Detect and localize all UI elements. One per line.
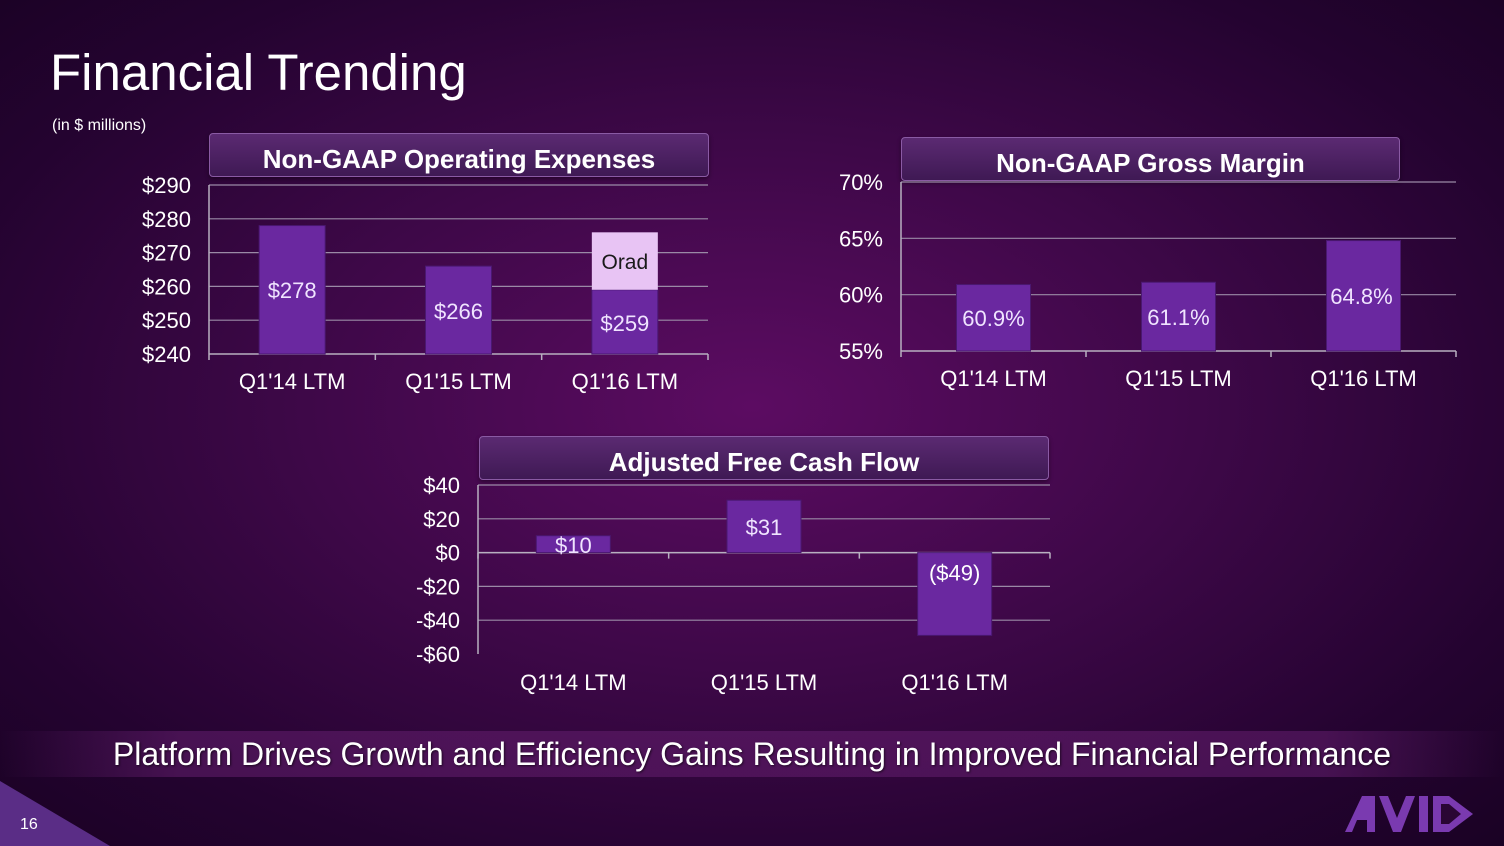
fcf-bar (535, 535, 611, 554)
fcf-ytick-label: $0 (436, 541, 460, 566)
fcf-category-label: Q1'14 LTM (520, 670, 627, 695)
opex-bar (591, 289, 659, 355)
margin-chart-title: Non-GAAP Gross Margin (901, 137, 1400, 181)
opex-ytick-label: $280 (142, 207, 191, 232)
units-note: (in $ millions) (52, 117, 147, 134)
opex-ytick-label: $290 (142, 173, 191, 198)
page-number: 16 (20, 816, 38, 833)
fcf-bar (726, 499, 802, 554)
page-title: Financial Trending (50, 44, 467, 101)
opex-ytick-label: $240 (142, 342, 191, 367)
fcf-category-label: Q1'16 LTM (901, 670, 1008, 695)
opex-category-label: Q1'14 LTM (239, 369, 346, 394)
opex-data-label: $278 (268, 278, 317, 303)
opex-bar (258, 225, 326, 355)
margin-ytick-label: 55% (839, 339, 883, 364)
fcf-ytick-label: -$60 (416, 642, 460, 667)
margin-data-label: 60.9% (962, 306, 1024, 331)
opex-category-label: Q1'15 LTM (405, 369, 512, 394)
fcf-ytick-label: $20 (423, 507, 460, 532)
fcf-data-label: $10 (555, 533, 592, 558)
opex-ytick-label: $260 (142, 274, 191, 299)
margin-category-label: Q1'16 LTM (1310, 366, 1417, 391)
margin-category-label: Q1'15 LTM (1125, 366, 1232, 391)
fcf-bar (917, 552, 993, 636)
opex-stacked-bar (591, 232, 658, 290)
margin-ytick-label: 65% (839, 226, 883, 251)
margin-data-label: 64.8% (1330, 284, 1392, 309)
opex-ytick-label: $250 (142, 308, 191, 333)
margin-category-label: Q1'14 LTM (940, 366, 1047, 391)
margin-data-label: 61.1% (1147, 305, 1209, 330)
opex-bar (425, 265, 492, 355)
fcf-ytick-label: -$40 (416, 608, 460, 633)
fcf-category-label: Q1'15 LTM (711, 670, 818, 695)
fcf-data-label: $31 (746, 515, 783, 540)
opex-category-label: Q1'16 LTM (572, 369, 679, 394)
margin-bar (1326, 240, 1401, 352)
fcf-chart-title: Adjusted Free Cash Flow (479, 436, 1049, 480)
margin-ytick-label: 70% (839, 170, 883, 195)
fcf-ytick-label: $40 (423, 473, 460, 498)
margin-ytick-label: 60% (839, 283, 883, 308)
summary-banner: Platform Drives Growth and Efficiency Ga… (0, 731, 1504, 777)
margin-bar (956, 284, 1031, 352)
avid-logo-icon (1345, 796, 1473, 832)
fcf-data-label: ($49) (929, 561, 980, 586)
opex-chart-title: Non-GAAP Operating Expenses (209, 133, 709, 177)
corner-decoration (0, 781, 110, 846)
opex-data-label: $259 (600, 311, 649, 336)
opex-data-label: $266 (434, 299, 483, 324)
opex-stacked-label: Orad (601, 251, 648, 274)
fcf-ytick-label: -$20 (416, 574, 460, 599)
opex-ytick-label: $270 (142, 241, 191, 266)
margin-bar (1141, 281, 1216, 352)
